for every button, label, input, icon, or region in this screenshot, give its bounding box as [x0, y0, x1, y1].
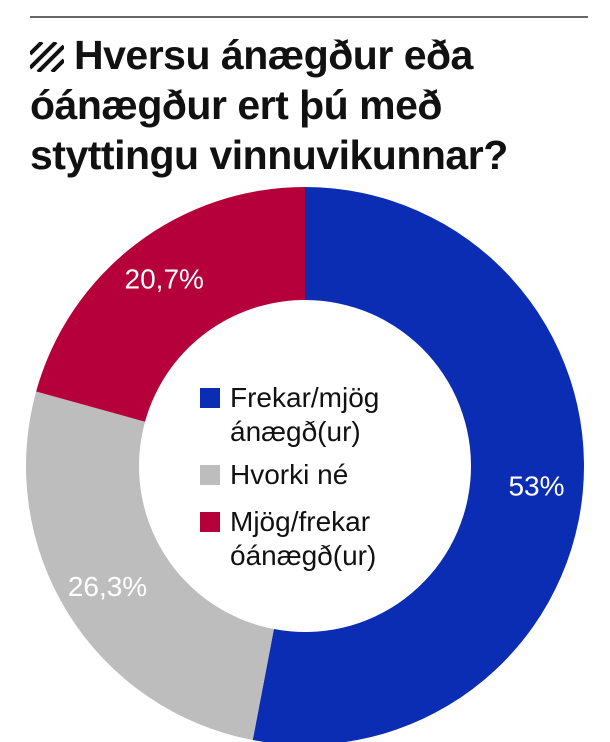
legend-item: Hvorki né	[200, 458, 420, 492]
donut-segment	[25, 391, 274, 741]
legend-swatch	[200, 512, 220, 532]
data-label: 26,3%	[68, 571, 147, 602]
data-label: 20,7%	[125, 263, 204, 294]
hatch-icon	[28, 40, 66, 74]
chart-title: Hversu ánægður eða óánægður ert þú með s…	[30, 32, 508, 178]
donut-segment	[36, 187, 305, 422]
data-label: 53%	[508, 470, 564, 501]
legend-label: Hvorki né	[230, 459, 349, 490]
legend-label: Frekar/mjög ánægð(ur)	[230, 382, 380, 447]
legend-item: Mjög/frekar óánægð(ur)	[200, 505, 420, 573]
legend-swatch	[200, 465, 220, 485]
chart-title-box: Hversu ánægður eða óánægður ert þú með s…	[28, 30, 600, 180]
donut-segment	[252, 187, 584, 742]
legend-label: Mjög/frekar óánægð(ur)	[230, 506, 377, 571]
legend-item: Frekar/mjög ánægð(ur)	[200, 381, 420, 449]
legend-swatch	[200, 388, 220, 408]
